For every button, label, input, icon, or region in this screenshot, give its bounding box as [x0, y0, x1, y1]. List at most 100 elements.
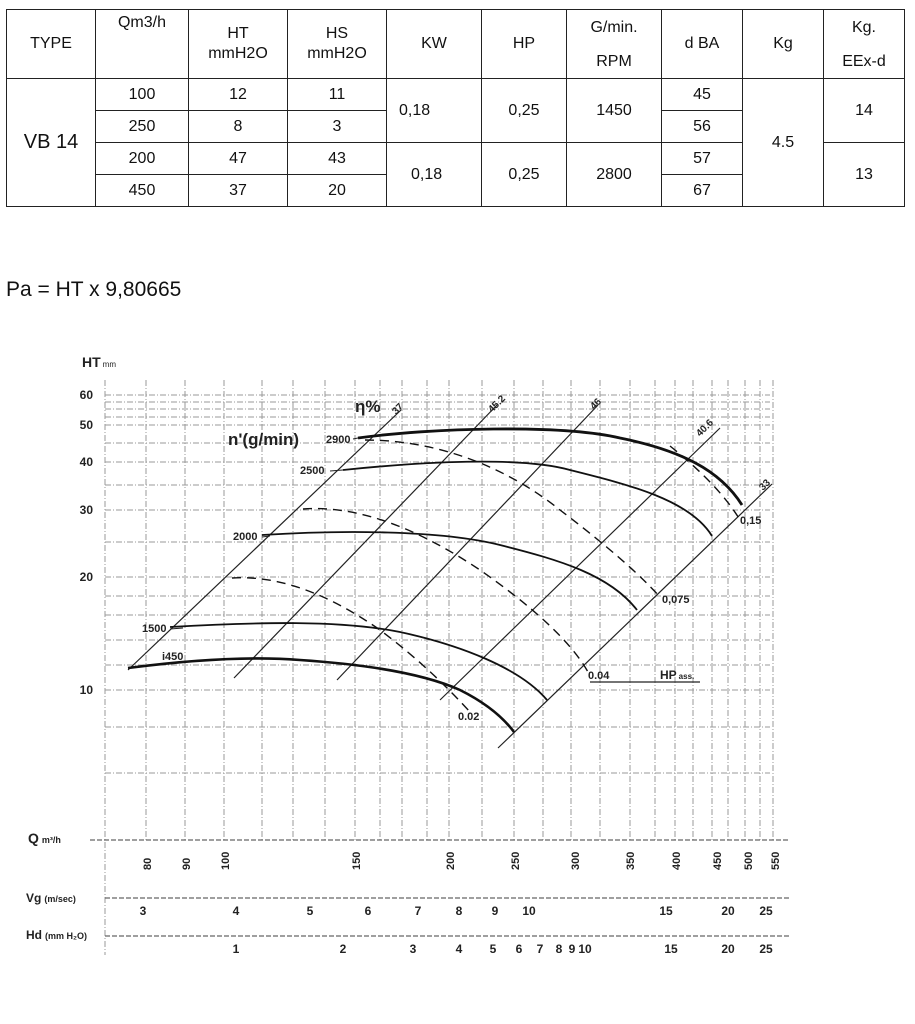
svg-text:5: 5 [490, 942, 497, 956]
svg-text:60: 60 [80, 388, 94, 402]
svg-text:350: 350 [625, 852, 637, 870]
header-kg: Kg [742, 9, 824, 79]
kg-eexd-cell: 14 [823, 78, 905, 143]
hs-cell: 20 [287, 174, 387, 207]
table-row: 450 37 20 67 [7, 174, 905, 207]
q-cell: 450 [95, 174, 189, 207]
speed-curves [127, 427, 744, 733]
vg-axis-ticks: 3 4 5 6 7 8 9 10 15 20 25 [140, 904, 773, 918]
svg-text:2: 2 [340, 942, 347, 956]
hs-cell: 3 [287, 110, 387, 143]
hd-axis-ticks: 1 2 3 4 5 6 7 8 9 10 15 20 25 [233, 942, 773, 956]
svg-text:9: 9 [569, 942, 576, 956]
header-q: Qm3/h [95, 9, 189, 79]
svg-text:0,15: 0,15 [740, 515, 761, 527]
header-kg-eexd: Kg. EEx-d [823, 9, 905, 79]
q-cell: 200 [95, 142, 189, 175]
ht-cell: 37 [188, 174, 288, 207]
kg-value: 4.5 [742, 78, 824, 207]
svg-text:300: 300 [570, 852, 582, 870]
svg-text:2500: 2500 [300, 465, 324, 477]
curve-2500 [342, 460, 713, 537]
svg-text:500: 500 [743, 852, 755, 870]
svg-text:10: 10 [522, 904, 536, 918]
svg-text:25: 25 [759, 942, 773, 956]
curve-2000 [261, 531, 638, 611]
svg-text:3: 3 [140, 904, 147, 918]
vg-axis-title: Vg (m/sec) [26, 891, 76, 905]
bottom-axes [90, 839, 790, 937]
svg-text:2000: 2000 [233, 531, 257, 543]
svg-text:37: 37 [390, 401, 406, 417]
svg-text:40: 40 [80, 455, 94, 469]
hs-cell: 11 [287, 78, 387, 111]
hp-cell: 0,25 [481, 142, 567, 207]
speed-axis-label: n'(g/min) [228, 430, 299, 449]
q-axis-ticks: 80 90 100 150 200 250 300 350 400 450 50… [142, 852, 782, 870]
svg-text:0,075: 0,075 [662, 594, 690, 606]
svg-text:6: 6 [516, 942, 523, 956]
svg-text:8: 8 [456, 904, 463, 918]
table-row: VB 14 100 12 11 0,18 0,25 1450 45 4.5 14 [6, 78, 905, 207]
svg-text:3: 3 [410, 942, 417, 956]
power-curves [231, 439, 741, 713]
svg-text:0.02: 0.02 [458, 711, 479, 723]
hp-cell: 0,25 [481, 78, 567, 143]
svg-text:1500: 1500 [142, 623, 166, 635]
curve-hp-0.15 [669, 445, 741, 521]
svg-text:10: 10 [80, 683, 94, 697]
ht-cell: 12 [188, 78, 288, 111]
svg-text:7: 7 [537, 942, 544, 956]
curve-hp-0.075 [364, 439, 661, 598]
svg-text:4: 4 [456, 942, 463, 956]
kw-cell: 0,18 [386, 142, 482, 207]
hs-cell: 43 [287, 142, 387, 175]
q-cell: 250 [95, 110, 189, 143]
header-ht: HT mmH2O [188, 9, 288, 79]
svg-text:80: 80 [142, 858, 154, 870]
header-type: TYPE [6, 9, 96, 79]
kw-cell: 0,18 [386, 78, 482, 143]
svg-text:90: 90 [181, 858, 193, 870]
svg-text:550: 550 [770, 852, 782, 870]
svg-text:9: 9 [492, 904, 499, 918]
header-kw: KW [386, 9, 482, 79]
svg-text:40.6: 40.6 [694, 417, 716, 439]
header-dba: d BA [661, 9, 743, 79]
svg-text:50: 50 [80, 418, 94, 432]
table-row: 200 47 43 0,18 0,25 2800 57 13 [7, 142, 905, 207]
svg-text:20: 20 [721, 904, 735, 918]
curve-hp-0.02 [231, 577, 471, 713]
svg-text:0.04: 0.04 [588, 670, 610, 682]
hd-axis-title: Hd (mm H₂O) [26, 928, 87, 942]
efficiency-label: η% [355, 397, 381, 416]
svg-text:1: 1 [233, 942, 240, 956]
svg-text:200: 200 [445, 852, 457, 870]
curve-hp-0.04 [302, 507, 589, 673]
curve-2900 [357, 427, 744, 506]
dba-cell: 45 [661, 78, 743, 111]
ht-cell: 8 [188, 110, 288, 143]
specification-table: TYPE Qm3/h HT mmH2O HS mmH2O KW HP G/min. R… [6, 9, 905, 207]
curve-1500 [169, 622, 548, 701]
svg-text:20: 20 [721, 942, 735, 956]
svg-text:8: 8 [556, 942, 563, 956]
svg-text:10: 10 [578, 942, 592, 956]
svg-text:45.2: 45.2 [486, 393, 508, 415]
header-rpm: G/min. RPM [566, 9, 662, 79]
dba-cell: 57 [661, 142, 743, 175]
rpm-cell: 2800 [566, 142, 662, 207]
performance-chart: 60 50 40 30 20 10 HT mm 37 45.2 46 40.6 3… [26, 354, 790, 956]
svg-text:2900: 2900 [326, 434, 350, 446]
chart-grid [104, 380, 774, 955]
kg-eexd-cell: 13 [823, 142, 905, 207]
svg-text:450: 450 [712, 852, 724, 870]
curve-1450 [127, 657, 516, 733]
rpm-cell: 1450 [566, 78, 662, 143]
svg-text:25: 25 [759, 904, 773, 918]
header-hs: HS mmH2O [287, 9, 387, 79]
dba-cell: 56 [661, 110, 743, 143]
y-axis-title: HT mm [82, 354, 116, 370]
svg-text:100: 100 [220, 852, 232, 870]
